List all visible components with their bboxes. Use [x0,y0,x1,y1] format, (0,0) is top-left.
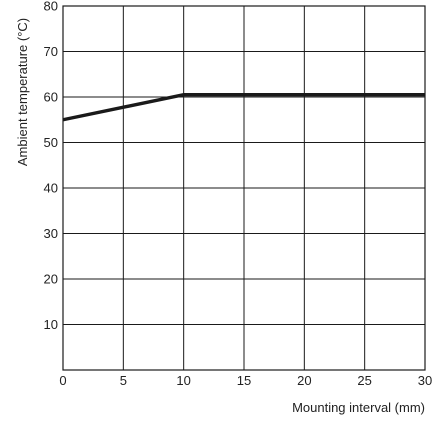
plot-border [62,5,426,371]
y-tick-label: 80 [44,0,58,14]
x-tick-label: 15 [237,373,251,388]
x-tick-label: 5 [120,373,127,388]
series-line [62,93,425,122]
x-tick-label: 20 [297,373,311,388]
x-tick-label: 25 [357,373,371,388]
grid-layer [63,6,425,370]
y-tick-labels: 10 20 30 40 50 60 70 80 [44,0,58,332]
x-tick-label: 30 [418,373,432,388]
series-layer [62,93,425,122]
y-tick-label: 50 [44,135,58,150]
y-tick-label: 10 [44,317,58,332]
y-tick-label: 20 [44,272,58,287]
y-tick-label: 40 [44,181,58,196]
x-tick-label: 0 [59,373,66,388]
x-tick-labels: 0 5 10 15 20 25 30 [59,373,432,388]
y-tick-label: 30 [44,226,58,241]
x-tick-label: 10 [176,373,190,388]
plot-frame [62,5,426,371]
y-tick-label: 60 [44,90,58,105]
y-tick-label: 70 [44,44,58,59]
x-axis-label: Mounting interval (mm) [292,400,425,415]
y-axis-label: Ambient temperature (°C) [15,18,30,166]
